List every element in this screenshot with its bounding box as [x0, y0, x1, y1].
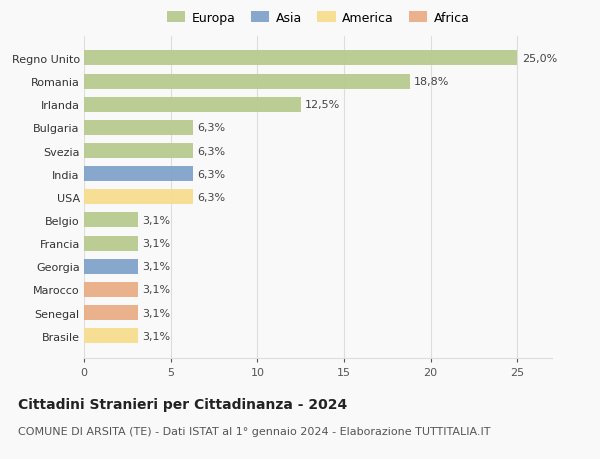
- Bar: [84, 167, 193, 182]
- Text: 3,1%: 3,1%: [142, 308, 170, 318]
- Bar: [84, 121, 193, 135]
- Bar: [84, 259, 138, 274]
- Bar: [84, 74, 410, 90]
- Text: 3,1%: 3,1%: [142, 331, 170, 341]
- Text: Cittadini Stranieri per Cittadinanza - 2024: Cittadini Stranieri per Cittadinanza - 2…: [18, 397, 347, 411]
- Bar: [84, 282, 138, 297]
- Bar: [84, 236, 138, 251]
- Text: 6,3%: 6,3%: [197, 123, 226, 133]
- Text: COMUNE DI ARSITA (TE) - Dati ISTAT al 1° gennaio 2024 - Elaborazione TUTTITALIA.: COMUNE DI ARSITA (TE) - Dati ISTAT al 1°…: [18, 426, 491, 436]
- Bar: [84, 51, 517, 67]
- Bar: [84, 305, 138, 320]
- Bar: [84, 190, 193, 205]
- Text: 6,3%: 6,3%: [197, 192, 226, 202]
- Bar: [84, 97, 301, 112]
- Bar: [84, 213, 138, 228]
- Text: 12,5%: 12,5%: [305, 100, 340, 110]
- Bar: [84, 328, 138, 343]
- Text: 6,3%: 6,3%: [197, 169, 226, 179]
- Text: 6,3%: 6,3%: [197, 146, 226, 156]
- Legend: Europa, Asia, America, Africa: Europa, Asia, America, Africa: [164, 9, 472, 27]
- Text: 25,0%: 25,0%: [521, 54, 557, 64]
- Bar: [84, 144, 193, 159]
- Text: 3,1%: 3,1%: [142, 239, 170, 248]
- Text: 3,1%: 3,1%: [142, 215, 170, 225]
- Text: 3,1%: 3,1%: [142, 285, 170, 295]
- Text: 18,8%: 18,8%: [414, 77, 449, 87]
- Text: 3,1%: 3,1%: [142, 262, 170, 272]
